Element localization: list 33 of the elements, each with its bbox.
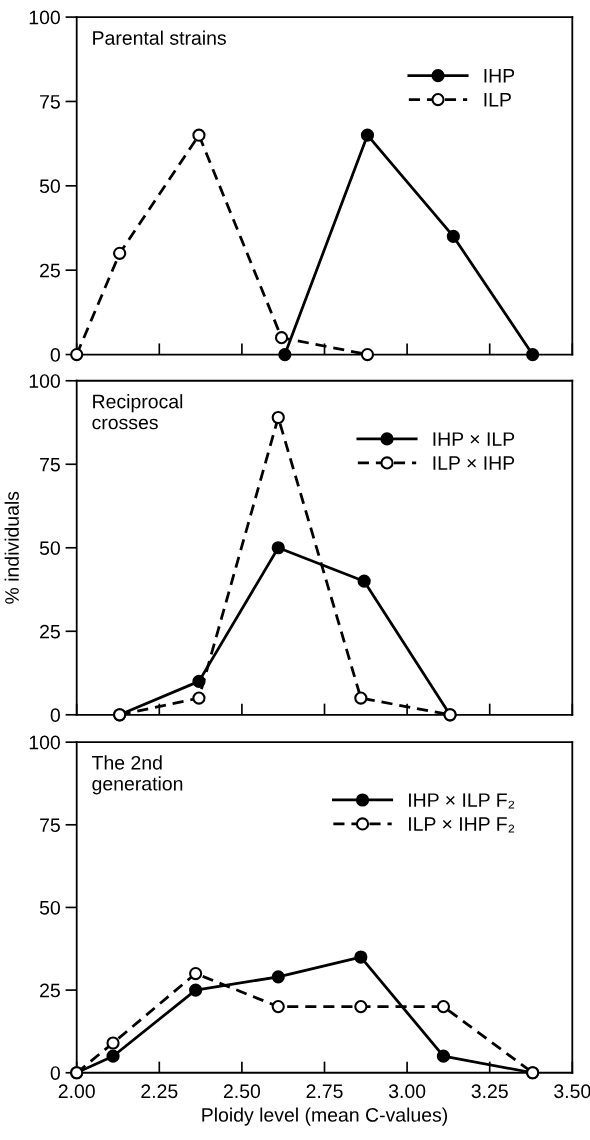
y-axis-title: % individuals (4, 491, 19, 604)
x-tick-label: 3.25 (471, 1084, 508, 1099)
y-tick-label: 100 (29, 374, 60, 388)
y-tick-label: 0 (50, 708, 60, 723)
y-tick-label: 75 (40, 457, 60, 472)
y-tick-label: 50 (39, 900, 60, 915)
legend-label: ILP × IHP F₂ (409, 817, 515, 833)
y-tick-label: 25 (40, 983, 60, 998)
annotation: Reciprocal crosses (92, 394, 183, 430)
legend-label: IHP (484, 69, 515, 83)
y-tick-label: 100 (29, 735, 60, 750)
annotation: The 2nd generation (92, 755, 183, 795)
y-tick-label: 50 (39, 179, 60, 194)
annotation: Parental strains (93, 30, 226, 45)
x-tick-label: 2.25 (141, 1084, 178, 1099)
legend-label: IHP × ILP (433, 432, 515, 446)
legend-label: ILP × IHP (433, 456, 515, 470)
x-tick-label: 3.50 (554, 1084, 590, 1099)
y-tick-label: 25 (40, 263, 60, 278)
x-tick-label: 2.50 (223, 1084, 261, 1099)
y-tick-label: 0 (50, 348, 60, 362)
x-axis-title: Ploidy level (mean C-values) (202, 1107, 448, 1126)
y-tick-label: 50 (39, 541, 60, 556)
x-tick-label: 2.75 (306, 1084, 343, 1099)
legend-label: IHP × ILP F₂ (409, 793, 515, 809)
x-tick-label: 3.00 (388, 1084, 426, 1099)
x-tick-label: 2.00 (58, 1084, 95, 1099)
y-tick-label: 75 (40, 95, 60, 109)
legend-label: ILP (484, 93, 511, 107)
y-tick-label: 100 (29, 10, 60, 25)
y-tick-label: 0 (50, 1066, 60, 1080)
y-tick-label: 25 (40, 624, 60, 639)
y-tick-label: 75 (40, 818, 60, 833)
